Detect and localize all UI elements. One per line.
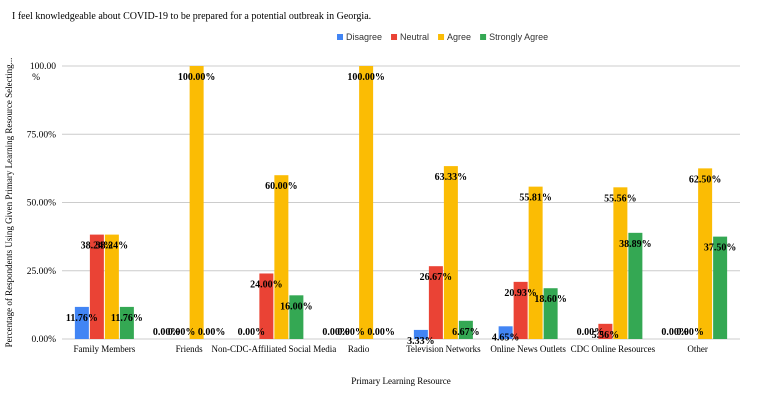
bar [698,168,713,339]
data-label: 5.56% [592,330,620,341]
x-tick-label: Friends [176,344,203,354]
data-label: 3.33% [407,336,435,347]
legend-label: Strongly Agree [489,32,548,42]
bar [189,66,204,339]
x-tick-label: CDC Online Resources [571,344,656,354]
bar [443,166,458,339]
data-label: 55.81% [519,193,552,204]
bars [74,66,728,339]
bar [628,232,643,339]
legend-label: Agree [447,32,471,42]
x-tick-label: Family Members [74,344,136,354]
data-label: 11.76% [111,313,143,324]
data-label: 100.00% [178,72,216,83]
legend: Disagree Neutral Agree Strongly Agree [337,32,548,42]
data-label: 0.00% [322,327,350,338]
data-label: 38.24% [81,241,114,252]
data-label: 0.00% [238,327,266,338]
data-label: 4.65% [492,332,520,343]
x-axis-categories: Family Members Friends Non-CDC-Affiliated … [74,344,708,354]
bar [413,329,428,339]
legend-label: Disagree [346,32,382,42]
y-axis-label: Percentage of Respondents Using Given Pr… [4,58,14,348]
data-label: 0.00% [661,327,689,338]
bar [274,175,289,339]
y-tick-label: 75.00% [27,130,56,140]
y-tick-label: 50.00% [27,199,56,209]
data-label: 55.56% [604,193,637,204]
x-tick-label: Television Networks [406,344,481,354]
legend-swatch [391,34,398,40]
bar [713,236,728,339]
data-labels: 11.76%38.24%38.24%11.76%0.00%0.00%100.00… [66,72,736,347]
bar [543,288,558,339]
data-label: 0.00% [577,327,605,338]
y-tick-label: 25.00% [27,267,56,277]
y-tick-label: 0.00% [31,335,56,345]
bar [359,66,374,339]
bar [89,234,104,339]
x-tick-label: Online News Outlets [490,344,566,354]
data-label: 20.93% [504,288,537,299]
data-label: 0.00% [337,327,365,338]
data-label: 0.00% [168,327,196,338]
legend-swatch [337,34,343,40]
bar [598,323,613,339]
legend-swatch [480,34,487,40]
data-label: 11.76% [66,313,98,324]
bar [259,273,274,339]
data-label: 0.00% [676,327,704,338]
data-label: 18.60% [534,294,567,305]
data-label: 62.50% [689,174,722,185]
data-label: 0.00% [367,327,395,338]
data-label: 38.24% [96,241,129,252]
bar [513,281,528,339]
data-label: 38.89% [619,239,652,250]
data-label: 60.00% [265,181,298,192]
x-tick-label: Radio [348,344,370,354]
data-label: 24.00% [250,279,283,290]
data-label: 63.33% [435,172,468,183]
x-axis-label: Primary Learning Resource [351,376,450,386]
legend-swatch [438,34,445,40]
legend-label: Neutral [400,32,429,42]
bar [498,326,513,339]
data-label: 37.50% [704,243,737,254]
data-label: 26.67% [420,272,453,283]
bar [289,295,304,339]
data-label: 0.00% [153,327,181,338]
y-tick-label: 100.00% [30,62,56,83]
bar [119,306,134,339]
chart-title: I feel knowledgeable about COVID-19 to b… [12,11,371,22]
bar [613,187,628,339]
data-label: 0.00% [198,327,226,338]
data-label: 16.00% [280,301,313,312]
bar [528,186,543,339]
bar [458,320,473,339]
y-axis-ticks: 0.00% 25.00% 50.00% 75.00% 100.00% [27,62,57,345]
data-label: 6.67% [452,327,480,338]
x-tick-label: Non-CDC-Affiliated Social Media [211,344,336,354]
bar [74,306,89,339]
x-tick-label: Other [687,344,708,354]
bar [428,266,443,339]
bar [104,234,119,339]
data-label: 100.00% [347,72,385,83]
